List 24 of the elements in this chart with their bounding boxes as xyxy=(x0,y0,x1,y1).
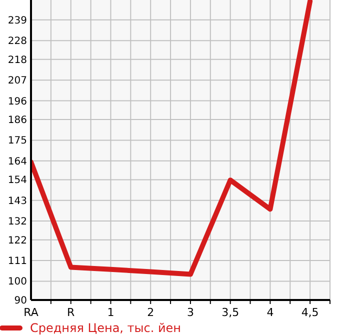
y-tick-label: 164 xyxy=(8,156,27,168)
y-tick-label: 218 xyxy=(8,54,27,66)
y-tick-label: 132 xyxy=(8,216,27,228)
y-tick-label: 100 xyxy=(8,276,27,288)
y-tick-label: 196 xyxy=(8,96,27,108)
y-tick-label: 207 xyxy=(8,76,27,87)
y-tick-label: 186 xyxy=(8,115,27,126)
x-tick-label: 4,5 xyxy=(301,306,319,319)
y-tick-label: 143 xyxy=(8,196,27,207)
y-tick-label: 239 xyxy=(8,15,27,26)
x-tick-label: 4 xyxy=(266,306,274,319)
x-tick-label: 3 xyxy=(186,306,194,319)
y-tick-label: 122 xyxy=(8,235,27,246)
x-tick-label: RA xyxy=(24,306,39,319)
x-tick-label: R xyxy=(67,306,76,319)
y-tick-label: 90 xyxy=(14,296,27,306)
x-tick-label: 3,5 xyxy=(222,306,240,319)
legend-label: Средняя Цена, тыс. йен xyxy=(30,321,182,335)
y-tick-label: 175 xyxy=(8,136,27,147)
x-tick-label: 2 xyxy=(147,306,154,319)
y-tick-label: 154 xyxy=(8,175,27,186)
y-tick-label: 228 xyxy=(8,36,27,48)
y-tick-label: 111 xyxy=(8,256,27,268)
x-tick-label: 1 xyxy=(107,306,114,319)
